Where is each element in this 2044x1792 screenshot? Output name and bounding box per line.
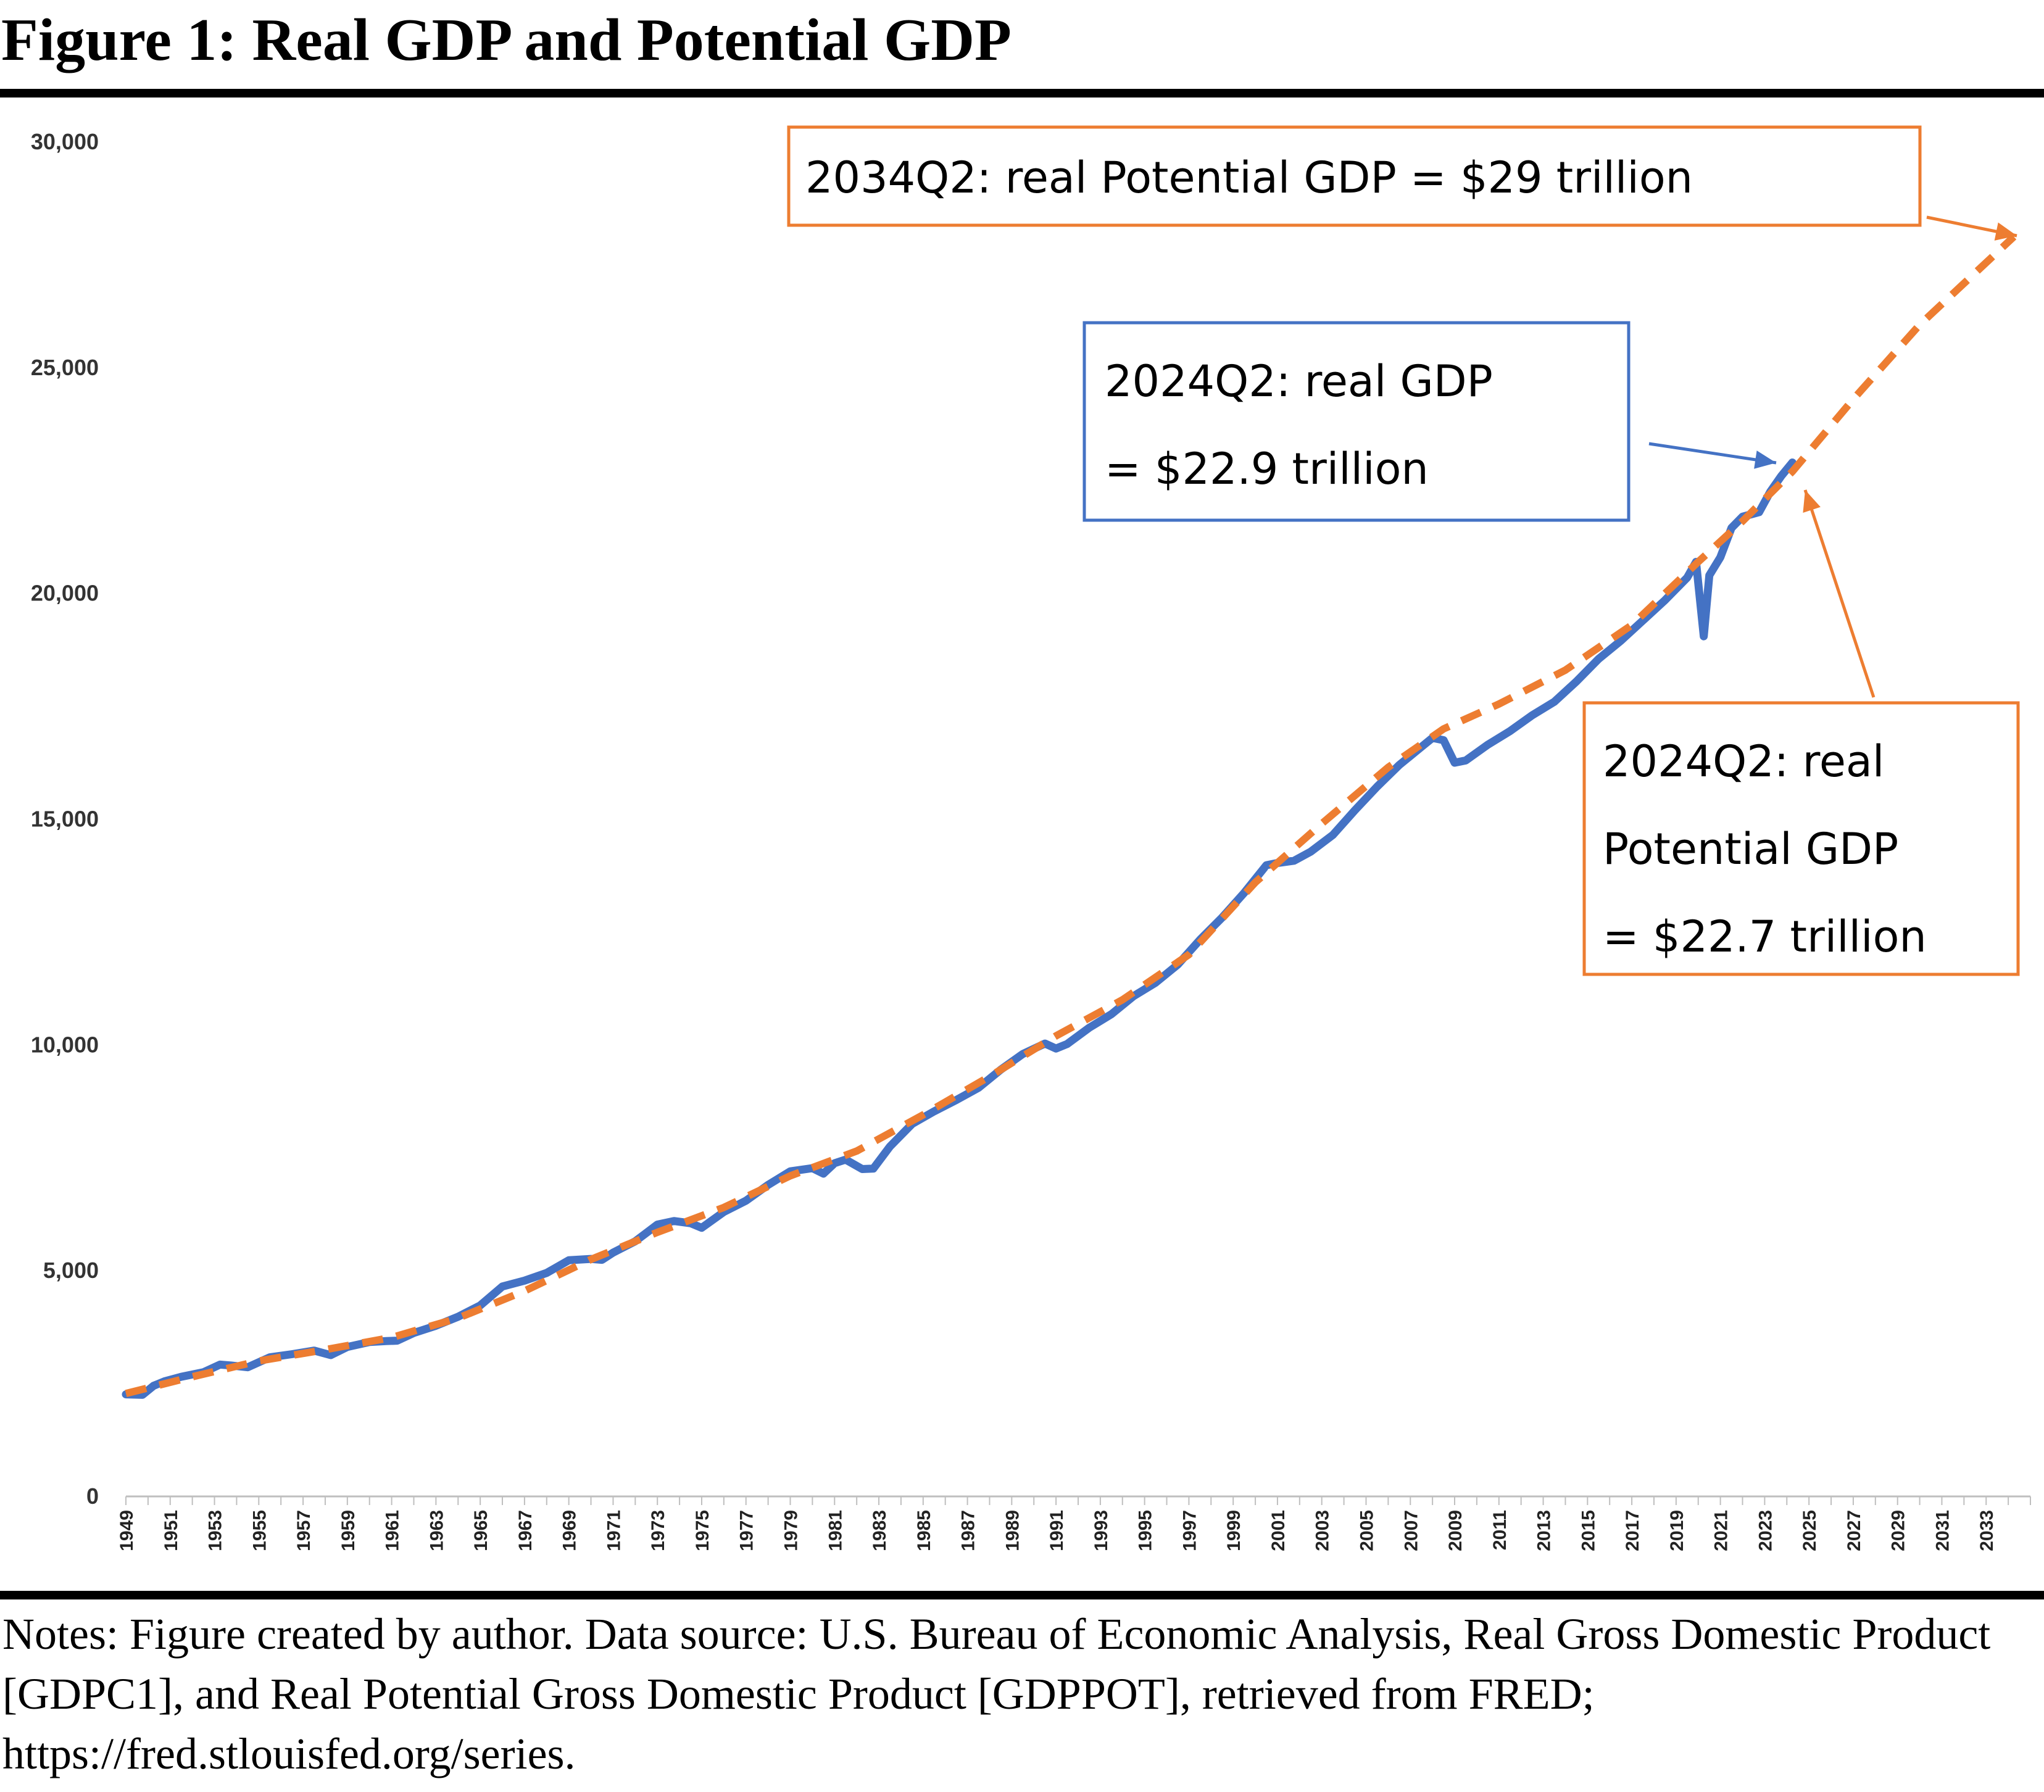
x-tick-label: 1997 xyxy=(1179,1510,1200,1551)
annotation-text: = $22.9 trillion xyxy=(1105,444,1429,494)
annotation-arrowhead xyxy=(1803,490,1821,513)
x-tick-label: 2021 xyxy=(1711,1510,1732,1551)
x-tick-label: 2005 xyxy=(1356,1510,1377,1551)
x-tick-label: 2017 xyxy=(1622,1510,1643,1551)
x-tick-label: 1979 xyxy=(781,1510,802,1551)
y-tick-label: 25,000 xyxy=(31,355,99,380)
x-tick-label: 1995 xyxy=(1136,1510,1156,1551)
y-tick-label: 30,000 xyxy=(31,129,99,154)
x-tick-label: 1975 xyxy=(692,1510,713,1551)
x-tick-label: 2033 xyxy=(1977,1510,1997,1551)
series-layer xyxy=(122,234,2017,1399)
x-tick-label: 2007 xyxy=(1401,1510,1421,1551)
x-tick-label: 2009 xyxy=(1445,1510,1466,1551)
real-gdp-line xyxy=(122,458,1797,1399)
x-tick-label: 1981 xyxy=(825,1510,845,1551)
x-tick-label: 2023 xyxy=(1755,1510,1776,1551)
x-tick-label: 1963 xyxy=(426,1510,447,1551)
x-tick-label: 1977 xyxy=(737,1510,757,1551)
x-tick-label: 1971 xyxy=(604,1510,624,1551)
annotation-potential-2034: 2034Q2: real Potential GDP = $29 trillio… xyxy=(787,125,2017,241)
x-tick-label: 2025 xyxy=(1800,1510,1820,1551)
annotation-text: 2024Q2: real xyxy=(1603,736,1884,787)
annotation-arrowhead xyxy=(1994,222,2017,241)
y-tick-label: 15,000 xyxy=(31,807,99,832)
figure-notes: Notes: Figure created by author. Data so… xyxy=(2,1609,1991,1778)
x-tick-label: 1955 xyxy=(249,1510,270,1551)
x-tick-label: 2019 xyxy=(1667,1510,1687,1551)
annotation-box xyxy=(1582,701,2020,976)
x-axis: 1949 1951 1953 1955 1957 1959 1961 1963 1965 1967… xyxy=(117,1495,2031,1551)
annotation-box xyxy=(1082,321,1631,522)
annotation-layer: 2034Q2: real Potential GDP = $29 trillio… xyxy=(787,125,2020,976)
y-axis: 0 5,000 10,000 15,000 20,000 25,000 30,000 xyxy=(31,129,99,1509)
x-tick-label: 1983 xyxy=(870,1510,890,1551)
y-tick-label: 0 xyxy=(86,1483,99,1509)
x-tick-label: 1949 xyxy=(117,1510,137,1551)
potential-gdp-line xyxy=(125,234,2017,1398)
x-tick-label: 2029 xyxy=(1888,1510,1909,1551)
x-tick-label: 1965 xyxy=(471,1510,491,1551)
x-tick-label: 2003 xyxy=(1313,1510,1333,1551)
y-tick-label: 5,000 xyxy=(43,1258,99,1283)
x-tick-label: 2011 xyxy=(1490,1510,1510,1550)
x-tick-label: 1961 xyxy=(383,1510,403,1551)
annotation-text: 2034Q2: real Potential GDP = $29 trillio… xyxy=(805,152,1693,203)
annotation-real-gdp-2024: 2024Q2: real GDP = $22.9 trillion xyxy=(1082,321,1777,522)
annotation-box xyxy=(787,125,1922,227)
x-tick-label: 1999 xyxy=(1224,1510,1244,1551)
x-tick-label: 2001 xyxy=(1268,1510,1289,1551)
y-tick-label: 10,000 xyxy=(31,1032,99,1057)
x-tick-label: 2027 xyxy=(1844,1510,1864,1551)
x-tick-label: 2013 xyxy=(1534,1510,1555,1551)
x-tick-label: 1989 xyxy=(1002,1510,1023,1551)
x-tick-label: 1973 xyxy=(648,1510,668,1551)
annotation-arrowhead xyxy=(1754,450,1776,469)
x-tick-label: 1951 xyxy=(161,1510,181,1551)
line-chart: 0 5,000 10,000 15,000 20,000 25,000 30,000 194… xyxy=(31,125,2031,1551)
bottom-divider xyxy=(0,1591,2044,1599)
annotation-arrow xyxy=(1648,442,1777,465)
x-tick-label: 1991 xyxy=(1047,1510,1067,1551)
annotation-arrow xyxy=(1803,489,1876,698)
x-tick-label: 2015 xyxy=(1578,1510,1598,1551)
annotation-text: Potential GDP xyxy=(1603,824,1898,874)
x-tick-label: 1967 xyxy=(515,1510,536,1551)
x-tick-label: 1985 xyxy=(914,1510,934,1551)
x-tick-label: 1969 xyxy=(560,1510,580,1551)
annotation-text: 2024Q2: real GDP xyxy=(1105,356,1493,407)
annotation-potential-2024: 2024Q2: real Potential GDP = $22.7 trillio… xyxy=(1582,489,2020,976)
x-tick-label: 1953 xyxy=(206,1510,226,1551)
top-divider xyxy=(0,89,2044,97)
figure-title: Figure 1: Real GDP and Potential GDP xyxy=(1,7,1012,73)
y-tick-label: 20,000 xyxy=(31,581,99,606)
x-tick-label: 1957 xyxy=(294,1510,314,1551)
x-tick-label: 2031 xyxy=(1932,1510,1953,1551)
x-tick-label: 1993 xyxy=(1091,1510,1111,1551)
x-tick-label: 1959 xyxy=(338,1510,359,1551)
annotation-text: = $22.7 trillion xyxy=(1603,911,1927,962)
x-tick-label: 1987 xyxy=(958,1510,979,1551)
